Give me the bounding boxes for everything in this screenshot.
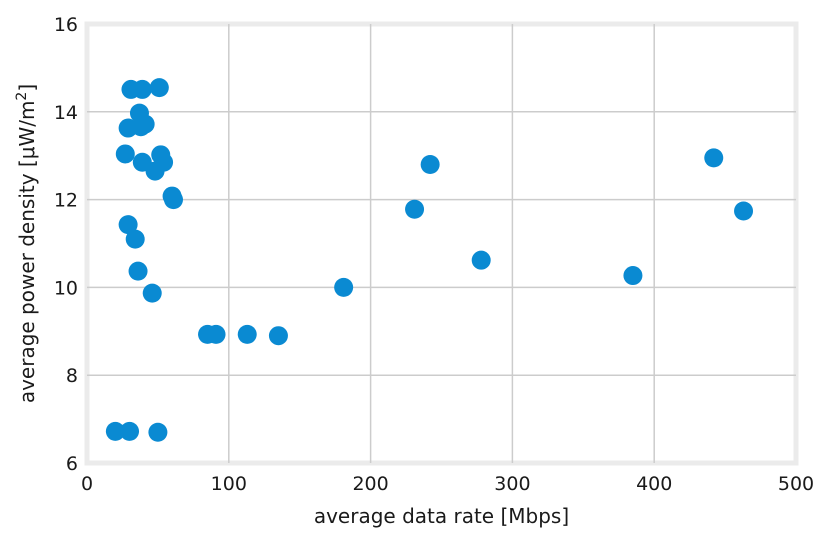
x-tick-labels: 0 100 200 300 400 500	[81, 473, 814, 495]
data-point	[268, 326, 288, 346]
data-point	[734, 201, 754, 221]
data-point	[135, 114, 155, 134]
x-axis-label: average data rate [Mbps]	[314, 504, 569, 528]
y-tick-label: 10	[54, 277, 78, 299]
y-tick-label: 14	[54, 102, 78, 124]
data-point	[149, 78, 169, 98]
data-point	[334, 277, 354, 297]
plot-frame	[84, 21, 799, 466]
y-tick-label: 8	[66, 365, 78, 387]
data-point	[206, 324, 226, 344]
data-point	[163, 190, 183, 210]
data-point	[148, 422, 168, 442]
x-tick-label: 100	[211, 473, 247, 495]
data-point	[118, 215, 138, 235]
y-tick-labels: 6 8 10 12 14 16	[54, 14, 78, 475]
y-tick-label: 6	[66, 453, 78, 475]
data-point	[704, 148, 724, 168]
data-point	[623, 266, 643, 286]
data-point	[420, 154, 440, 174]
y-tick-label: 12	[54, 190, 78, 212]
data-point	[471, 250, 491, 270]
x-tick-label: 0	[81, 473, 93, 495]
data-point	[128, 261, 148, 281]
x-tick-label: 300	[494, 473, 530, 495]
data-point	[142, 283, 162, 303]
x-tick-label: 400	[636, 473, 672, 495]
data-point	[405, 199, 425, 219]
data-point	[154, 152, 174, 172]
grid-lines	[87, 24, 796, 463]
y-tick-label: 16	[54, 14, 78, 36]
y-axis-label: average power density [μW/m2]	[14, 84, 39, 403]
data-point	[237, 324, 257, 344]
data-point	[120, 421, 140, 441]
data-point	[132, 79, 152, 99]
data-point	[125, 229, 145, 249]
data-points	[105, 78, 754, 442]
x-tick-label: 200	[352, 473, 388, 495]
data-point	[115, 144, 135, 164]
x-tick-label: 500	[778, 473, 814, 495]
data-point	[105, 421, 125, 441]
